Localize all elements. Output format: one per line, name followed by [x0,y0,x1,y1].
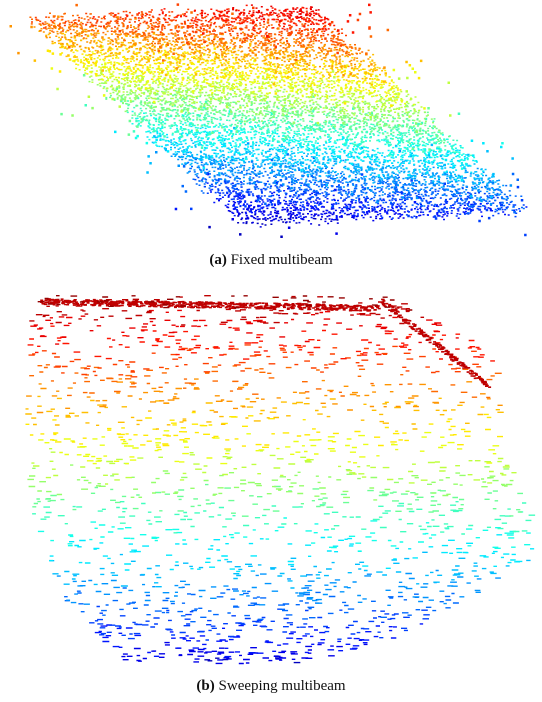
caption-text: Fixed multibeam [231,252,333,268]
subfigure-caption: (b) Sweeping multibeam [0,678,542,695]
point-cluster [26,412,504,450]
caption-text: Sweeping multibeam [219,678,346,694]
point-cluster [121,640,367,665]
figure-page: (a) Fixed multibeam (b) Sweeping multibe… [0,0,542,702]
point-cloud-image [0,285,542,675]
point-cluster [30,310,458,345]
point-cluster [29,344,482,377]
point-cluster [56,64,451,125]
subfigure-caption: (a) Fixed multibeam [0,252,542,269]
point-cluster [27,464,513,500]
point-cloud-image [0,0,542,240]
subfigure-label: (a) [209,252,227,268]
point-cluster [38,517,531,552]
subfigure-label: (b) [196,678,214,694]
point-cluster [218,195,445,235]
point-cluster [49,552,530,589]
point-cluster [29,364,502,398]
point-cluster [26,378,503,413]
point-cluster [95,623,423,657]
point-cluster [31,448,516,485]
